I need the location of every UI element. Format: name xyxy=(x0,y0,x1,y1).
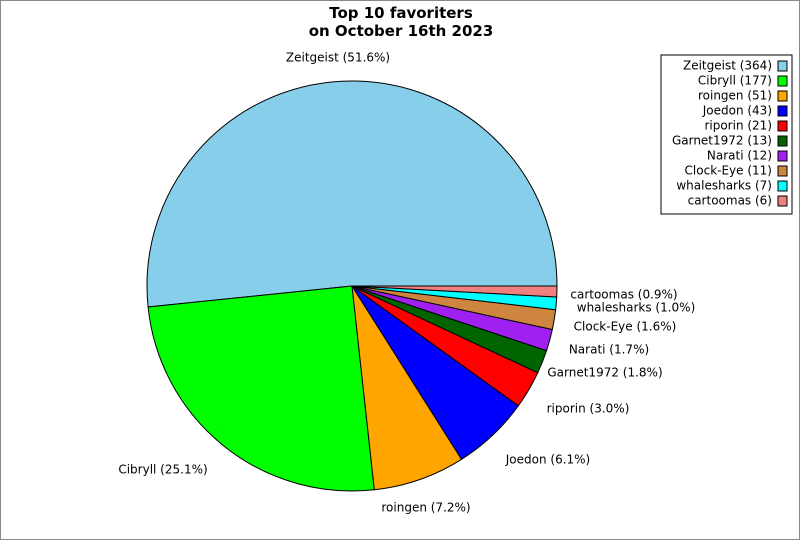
pie-slice-labels: Zeitgeist (51.6%) Cibryll (25.1%) roingen … xyxy=(118,51,695,515)
legend-label-narati: Narati (12) xyxy=(707,149,772,163)
legend-label-cartoomas: cartoomas (6) xyxy=(688,194,772,208)
legend-swatch-whalesharks xyxy=(777,180,788,192)
legend-label-whalesharks: whalesharks (7) xyxy=(676,179,772,193)
legend-label-clock-eye: Clock-Eye (11) xyxy=(685,164,772,178)
slice-label-narati: Narati (1.7%) xyxy=(569,343,649,357)
slice-label-joedon: Joedon (6.1%) xyxy=(505,453,591,467)
legend-label-roingen: roingen (51) xyxy=(698,89,772,103)
slice-label-cartoomas: cartoomas (0.9%) xyxy=(570,288,677,302)
slice-label-garnet1972: Garnet1972 (1.8%) xyxy=(547,366,662,380)
slice-label-riporin: riporin (3.0%) xyxy=(547,402,630,416)
legend-swatch-zeitgeist xyxy=(777,60,788,72)
legend-swatch-riporin xyxy=(777,120,788,132)
pie-slice-cibryll xyxy=(147,285,375,492)
legend-swatch-narati xyxy=(777,150,788,162)
legend-box xyxy=(660,54,793,215)
legend-swatch-joedon xyxy=(777,105,788,117)
chart-title-line-2: on October 16th 2023 xyxy=(309,22,494,40)
legend-swatch-cartoomas xyxy=(777,195,788,207)
chart-legend: Zeitgeist (364)Cibryll (177)roingen (51)… xyxy=(660,54,793,215)
pie-slice-cartoomas xyxy=(351,285,558,298)
slice-label-zeitgeist: Zeitgeist (51.6%) xyxy=(286,51,390,65)
legend-label-garnet1972: Garnet1972 (13) xyxy=(672,134,772,148)
slice-label-clock-eye: Clock-Eye (1.6%) xyxy=(574,320,677,334)
slice-label-roingen: roingen (7.2%) xyxy=(381,501,470,515)
chart-title-line-1: Top 10 favoriters xyxy=(329,4,473,22)
legend-label-zeitgeist: Zeitgeist (364) xyxy=(683,59,772,73)
slice-label-cibryll: Cibryll (25.1%) xyxy=(118,463,207,477)
legend-swatch-garnet1972 xyxy=(777,135,788,147)
pie-slices xyxy=(146,80,558,492)
slice-label-whalesharks: whalesharks (1.0%) xyxy=(577,301,696,315)
legend-label-joedon: Joedon (43) xyxy=(702,104,772,118)
legend-swatch-cibryll xyxy=(777,75,788,87)
legend-swatch-clock-eye xyxy=(777,165,788,177)
pie-slice-zeitgeist xyxy=(146,80,558,308)
legend-label-cibryll: Cibryll (177) xyxy=(698,74,772,88)
legend-swatch-roingen xyxy=(777,90,788,102)
legend-label-riporin: riporin (21) xyxy=(704,119,772,133)
